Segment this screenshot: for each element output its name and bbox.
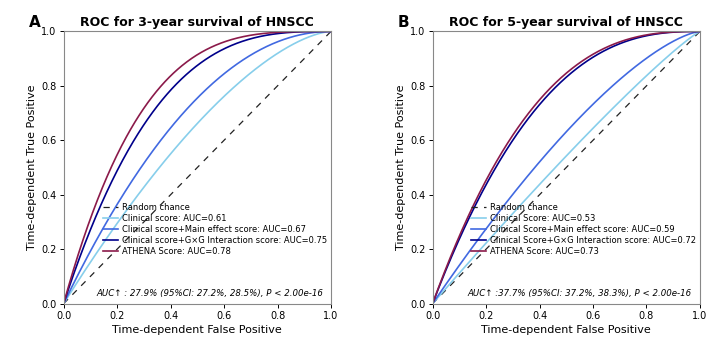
Y-axis label: Time-dependent True Positive: Time-dependent True Positive xyxy=(27,85,37,250)
Title: ROC for 3-year survival of HNSCC: ROC for 3-year survival of HNSCC xyxy=(81,16,314,29)
Legend: Random chance, Clinical score: AUC=0.61, Clinical score+Main effect score: AUC=0: Random chance, Clinical score: AUC=0.61,… xyxy=(103,202,327,256)
Title: ROC for 5-year survival of HNSCC: ROC for 5-year survival of HNSCC xyxy=(450,16,683,29)
Y-axis label: Time-dependent True Positive: Time-dependent True Positive xyxy=(396,85,406,250)
Text: AUC↑ : 27.9% (95%CI: 27.2%, 28.5%), P < 2.00e-16: AUC↑ : 27.9% (95%CI: 27.2%, 28.5%), P < … xyxy=(96,289,323,298)
Text: A: A xyxy=(29,15,40,30)
Legend: Random chance, Clinical Score: AUC=0.53, Clinical Score+Main effect score: AUC=0: Random chance, Clinical Score: AUC=0.53,… xyxy=(472,202,696,256)
Text: B: B xyxy=(398,15,409,30)
X-axis label: Time-dependent False Positive: Time-dependent False Positive xyxy=(481,325,651,335)
X-axis label: Time-dependent False Positive: Time-dependent False Positive xyxy=(112,325,282,335)
Text: AUC↑ :37.7% (95%CI: 37.2%, 38.3%), P < 2.00e-16: AUC↑ :37.7% (95%CI: 37.2%, 38.3%), P < 2… xyxy=(468,289,692,298)
